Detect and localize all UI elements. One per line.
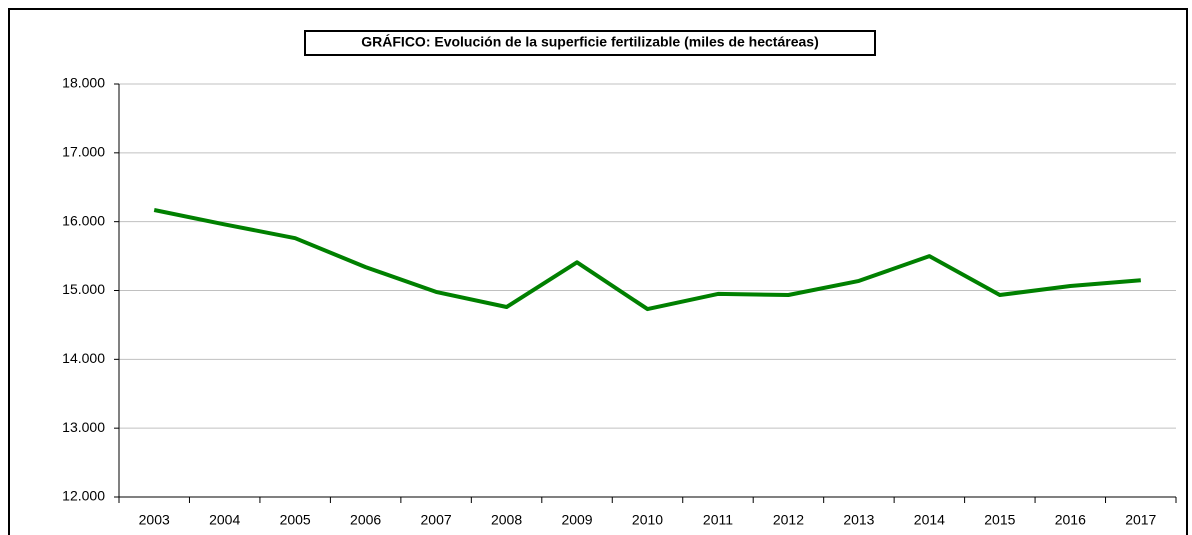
x-tick-label: 2009 [561,512,592,528]
y-tick-label: 18.000 [62,75,105,91]
y-tick-label: 13.000 [62,419,105,435]
title-box [304,30,876,56]
x-tick-label: 2012 [773,512,804,528]
x-tick-label: 2004 [209,512,240,528]
x-tick-label: 2007 [421,512,452,528]
x-tick-label: 2010 [632,512,663,528]
chart-title: GRÁFICO: Evolución de la superficie fert… [361,34,818,50]
x-tick-label: 2014 [914,512,945,528]
y-tick-label: 16.000 [62,212,105,228]
x-tick-label: 2016 [1055,512,1086,528]
chart-border [8,8,1188,535]
y-tick-label: 12.000 [62,488,105,504]
y-tick-label: 15.000 [62,281,105,297]
x-tick-label: 2015 [984,512,1015,528]
x-tick-label: 2013 [843,512,874,528]
y-tick-label: 14.000 [62,350,105,366]
x-tick-label: 2008 [491,512,522,528]
y-tick-label: 17.000 [62,144,105,160]
x-tick-label: 2006 [350,512,381,528]
data-line [153,208,1141,312]
x-tick-label: 2003 [139,512,170,528]
x-tick-label: 2017 [1125,512,1156,528]
x-tick-label: 2005 [280,512,311,528]
x-tick-label: 2011 [703,512,733,528]
